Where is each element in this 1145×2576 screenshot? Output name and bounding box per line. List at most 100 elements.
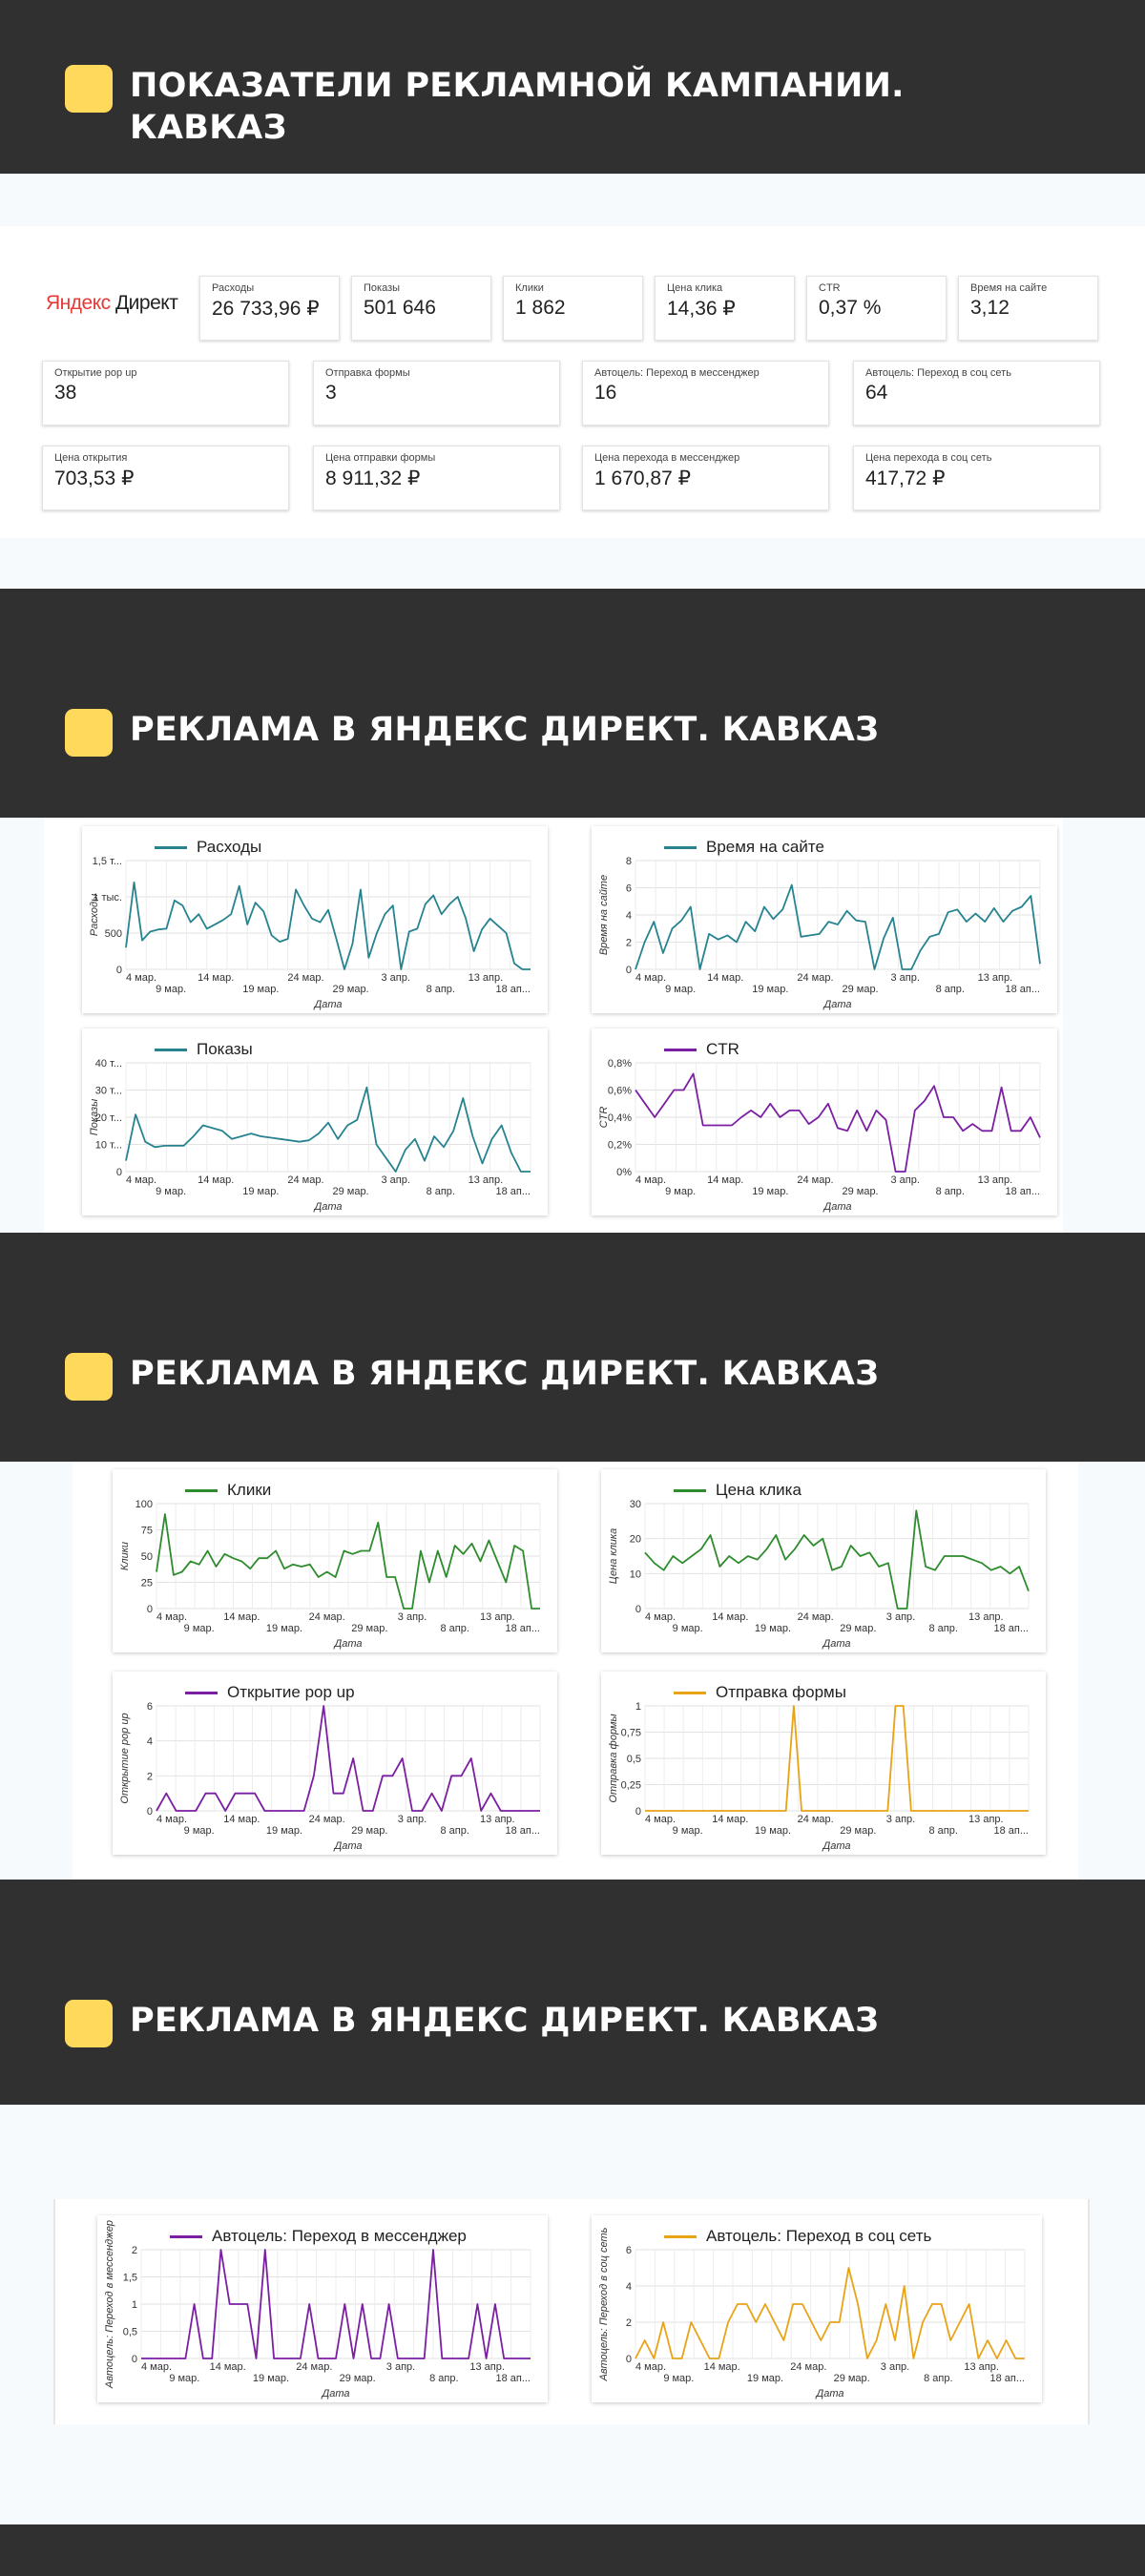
series-line: [125, 1086, 531, 1173]
chart-plot: 0 2 4 6 4 мар.9 мар. 14 мар. 19 мар. 24 мар. 29 …: [598, 2227, 1026, 2399]
x-tick-label: 8 апр.: [928, 1623, 957, 1634]
x-tick-label: 8 апр.: [427, 984, 455, 995]
x-tick-label: 24 мар.: [296, 2361, 332, 2373]
x-tick-label: 3 апр.: [386, 2361, 415, 2373]
x-tick-label: 8 апр.: [936, 984, 965, 995]
chart-legend: Автоцель: Переход в соц сеть: [664, 2227, 931, 2246]
kpi-label: Отправка формы: [325, 367, 410, 379]
x-tick-label: 14 мар.: [223, 1814, 260, 1825]
series-line: [141, 2249, 531, 2359]
legend-swatch: [664, 845, 697, 849]
y-tick-label: 30 т...: [95, 1086, 122, 1097]
legend-swatch: [674, 1488, 706, 1492]
x-axis-label: Дата: [821, 1638, 850, 1650]
y-tick-label: 0,8%: [608, 1058, 632, 1070]
chart-plot: 0 500 1 тыс. 1,5 т... 4 мар.9 мар. 14 мар. 19 …: [89, 856, 531, 1010]
legend-swatch: [170, 2234, 202, 2238]
y-tick-label: 0: [635, 1604, 641, 1615]
x-tick-label: 24 мар.: [797, 972, 833, 984]
x-axis-label: Дата: [822, 999, 851, 1010]
line-chart-card: 0% 0,2% 0,4% 0,6% 0,8% 4 мар. 9 мар. 14 мар. 19 …: [592, 1028, 1057, 1215]
y-tick-label: 20: [630, 1534, 641, 1546]
y-tick-label: 6: [626, 883, 632, 895]
header-band-2: РЕКЛАМА В ЯНДЕКС ДИРЕКТ. КАВКАЗ: [0, 589, 1145, 818]
x-axis-label: Дата: [312, 999, 342, 1010]
x-tick-label: 9 мар.: [673, 1623, 703, 1634]
y-axis-label: Клики: [119, 1542, 131, 1570]
y-tick-label: 4: [626, 2281, 632, 2293]
chart-title: Клики: [227, 1481, 272, 1499]
y-tick-label: 30: [630, 1499, 641, 1510]
x-tick-label: 4 мар.: [156, 1814, 187, 1825]
kpi-value: 1 670,87 ₽: [594, 467, 691, 489]
kpi-label: Клики: [515, 282, 544, 294]
x-tick-label: 3 апр.: [890, 1174, 919, 1186]
x-tick-label: 18 ап...: [993, 1825, 1029, 1837]
x-tick-label: 3 апр.: [381, 972, 409, 984]
x-tick-label: 14 мар.: [707, 972, 743, 984]
y-tick-label: 0: [147, 1604, 153, 1615]
section-title-text: ПОКАЗАТЕЛИ РЕКЛАМНОЙ КАМПАНИИ. КАВКАЗ: [130, 67, 905, 147]
y-axis-label: Расходы: [89, 894, 100, 936]
x-tick-label: 8 апр.: [427, 1186, 455, 1197]
legend-swatch: [664, 1048, 697, 1051]
y-tick-label: 1,5 т...: [93, 856, 122, 867]
x-tick-label: 19 мар.: [242, 984, 279, 995]
x-tick-label: 14 мар.: [210, 2361, 246, 2373]
x-tick-label: 24 мар.: [790, 2361, 826, 2373]
x-tick-label: 18 ап...: [505, 1825, 540, 1837]
x-tick-label: 18 ап...: [495, 984, 531, 995]
line-chart-card: 0 2 4 6 4 мар. 9 мар. 14 мар. 19 мар. 24 мар. 29 …: [592, 2215, 1042, 2402]
kpi-value: 417,72 ₽: [865, 467, 946, 489]
accent-marker: [65, 1353, 113, 1401]
chart-title: Время на сайте: [706, 838, 824, 856]
x-tick-label: 13 апр.: [968, 1814, 1004, 1825]
chart-plot: 0 2 4 6 8 4 мар.9 мар. 14 мар. 19 мар. 24 мар. 29…: [598, 856, 1041, 1010]
chart-title: Отправка формы: [716, 1683, 846, 1701]
y-tick-label: 0: [635, 1806, 641, 1818]
kpi-label: Цена перехода в соц сеть: [865, 452, 992, 464]
x-axis-label: Дата: [332, 1840, 362, 1852]
series-line: [635, 2267, 1025, 2359]
y-tick-label: 10 т...: [95, 1140, 122, 1152]
legend-swatch: [155, 1048, 187, 1051]
y-tick-label: 1: [635, 1701, 641, 1713]
x-tick-label: 9 мар.: [673, 1825, 703, 1837]
x-axis-label: Дата: [320, 2388, 349, 2399]
series-line: [644, 1509, 1030, 1610]
x-tick-label: 3 апр.: [381, 1174, 409, 1186]
x-tick-label: 29 мар.: [351, 1825, 387, 1837]
x-tick-label: 3 апр.: [881, 2361, 909, 2373]
x-tick-label: 19 мар.: [253, 2373, 289, 2384]
x-tick-label: 4 мар.: [645, 1814, 676, 1825]
kpi-card: Автоцель: Переход в соц сеть 64: [853, 361, 1100, 426]
line-chart-card: 0 25 50 75 100 4 мар. 9 мар. 14 мар. 19 мар. 24 м…: [113, 1469, 557, 1652]
x-axis-label: Дата: [312, 1201, 342, 1213]
x-tick-label: 24 мар.: [798, 1611, 834, 1623]
y-tick-label: 0%: [616, 1167, 632, 1178]
x-tick-label: 13 апр.: [964, 2361, 999, 2373]
x-tick-label: 3 апр.: [398, 1611, 427, 1623]
section-title-text: РЕКЛАМА В ЯНДЕКС ДИРЕКТ. КАВКАЗ: [130, 2002, 880, 2040]
chart-legend: CTR: [664, 1040, 739, 1059]
y-tick-label: 6: [626, 2245, 632, 2256]
x-tick-label: 9 мар.: [665, 984, 696, 995]
x-tick-label: 9 мар.: [184, 1623, 215, 1634]
x-tick-label: 3 апр.: [890, 972, 919, 984]
section-title-2: РЕКЛАМА В ЯНДЕКС ДИРЕКТ. КАВКАЗ: [65, 709, 879, 757]
kpi-label: Цена перехода в мессенджер: [594, 452, 740, 464]
kpi-label: CTR: [819, 282, 841, 294]
x-tick-label: 24 мар.: [797, 1174, 833, 1186]
x-tick-label: 4 мар.: [126, 972, 156, 984]
section-title-4: РЕКЛАМА В ЯНДЕКС ДИРЕКТ. КАВКАЗ: [65, 2000, 879, 2047]
y-axis-label: Автоцель: Переход в мессенджер: [104, 2220, 115, 2389]
x-tick-label: 24 мар.: [798, 1814, 834, 1825]
line-chart-card: 0 10 20 30 4 мар. 9 мар. 14 мар. 19 мар. 24 мар.…: [601, 1469, 1046, 1652]
chart-legend: Цена клика: [674, 1481, 802, 1500]
kpi-value: 16: [594, 382, 617, 404]
kpi-card: Цена перехода в мессенджер 1 670,87 ₽: [582, 446, 829, 510]
y-axis-label: Цена клика: [608, 1528, 619, 1584]
x-axis-label: Дата: [332, 1638, 362, 1650]
x-tick-label: 4 мар.: [141, 2361, 172, 2373]
x-tick-label: 9 мар.: [184, 1825, 215, 1837]
